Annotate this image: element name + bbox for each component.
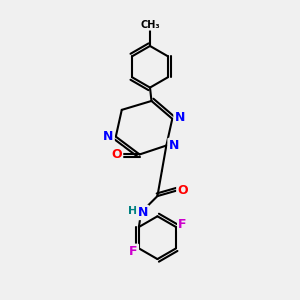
Text: O: O xyxy=(177,184,188,196)
Text: H: H xyxy=(128,206,137,216)
Text: CH₃: CH₃ xyxy=(140,20,160,30)
Text: N: N xyxy=(137,206,148,219)
Text: F: F xyxy=(129,245,138,258)
Text: F: F xyxy=(178,218,187,230)
Text: N: N xyxy=(103,130,114,143)
Text: N: N xyxy=(175,111,185,124)
Text: O: O xyxy=(111,148,122,161)
Text: N: N xyxy=(169,139,179,152)
